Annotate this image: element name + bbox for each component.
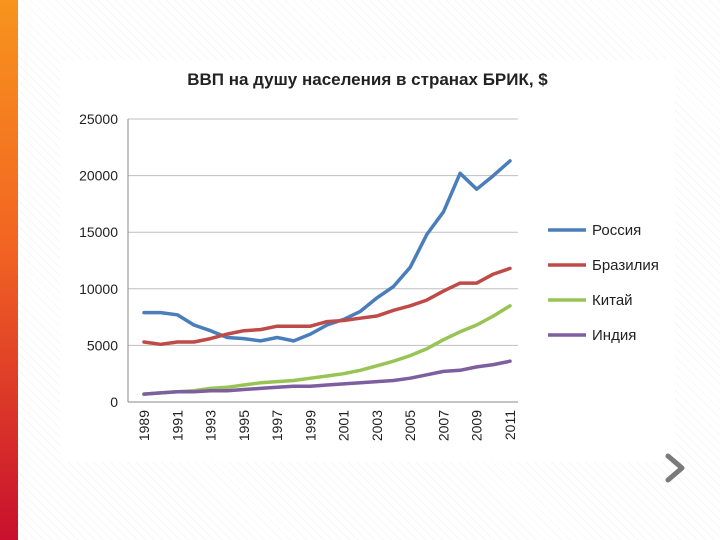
series-line: [142, 266, 512, 347]
x-tick-label: 1997: [269, 410, 285, 441]
x-tick-label: 1991: [169, 410, 185, 441]
x-tick-label: 2005: [402, 410, 418, 441]
x-tick-label: 1993: [203, 410, 219, 441]
chart-title: ВВП на душу населения в странах БРИК, $: [187, 70, 548, 89]
series-line: [142, 359, 512, 396]
y-tick-label: 25000: [79, 111, 118, 127]
legend-label: Индия: [592, 327, 636, 344]
y-tick-label: 15000: [79, 224, 118, 240]
slide-accent-bar: [0, 0, 18, 540]
x-tick-label: 2003: [369, 410, 385, 441]
x-tick-label: 1999: [302, 410, 318, 441]
series-line: [142, 159, 512, 343]
legend-label: Китай: [592, 292, 633, 309]
y-tick-label: 20000: [79, 168, 118, 184]
x-tick-label: 2001: [336, 410, 352, 441]
x-tick-label: 2007: [435, 410, 451, 441]
y-tick-label: 5000: [87, 337, 118, 353]
x-tick-label: 1995: [236, 410, 252, 441]
y-tick-label: 0: [110, 394, 118, 410]
x-tick-label: 1989: [136, 410, 152, 441]
legend-label: Россия: [592, 222, 641, 239]
chevron-right-icon[interactable]: [665, 452, 687, 484]
x-tick-label: 2011: [502, 410, 518, 440]
y-tick-label: 10000: [79, 281, 118, 297]
chart-panel: [60, 60, 675, 462]
series-line: [142, 304, 512, 396]
x-tick-label: 2009: [469, 410, 485, 441]
legend-label: Бразилия: [592, 257, 659, 274]
